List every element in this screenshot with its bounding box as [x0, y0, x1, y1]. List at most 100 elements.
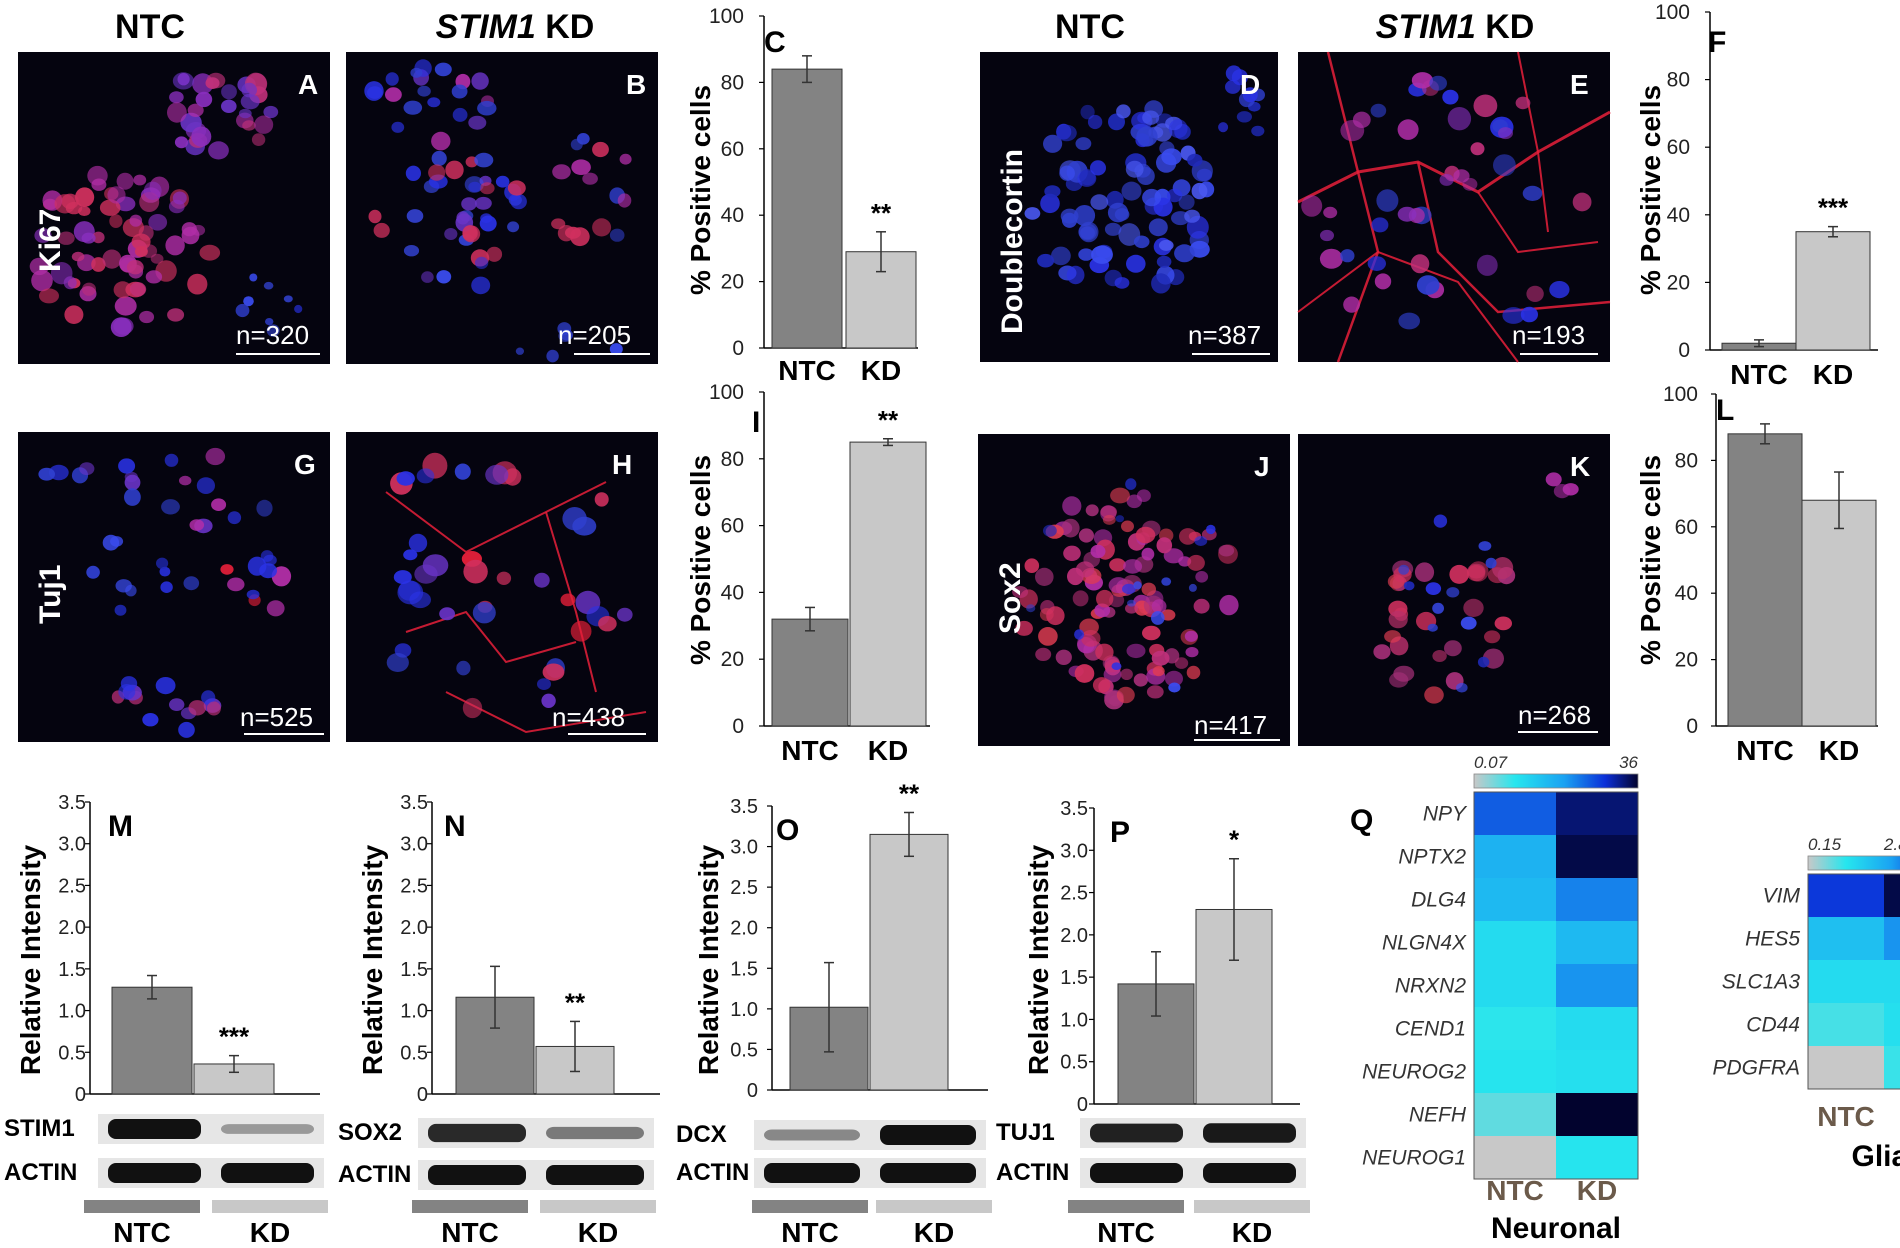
cell: [461, 197, 477, 211]
y-tick-label: 60: [1675, 516, 1698, 539]
cell: [504, 468, 522, 486]
cell: [1473, 94, 1498, 118]
cell: [1370, 103, 1387, 118]
cell: [472, 602, 496, 624]
y-tick-label: 1.5: [58, 959, 86, 981]
x-tick-label: KD: [1813, 359, 1853, 390]
cell: [546, 349, 559, 363]
cell: [1460, 616, 1477, 630]
heatmap-row-label: DLG4: [1411, 889, 1466, 912]
neurite: [545, 511, 597, 693]
cell: [1125, 160, 1144, 178]
cell: [168, 199, 185, 214]
bar-chart-l: 0 20 40 60 80 100 NTC KD L % Positive cells: [1635, 383, 1878, 766]
cell: [1136, 126, 1158, 147]
cell: [165, 235, 185, 256]
cell: [1218, 544, 1235, 557]
cell: [445, 160, 464, 180]
header-kd-right-rest: KD: [1476, 8, 1535, 46]
heatmap-frame: [1473, 791, 1639, 1180]
heatmap-row-label: CD44: [1746, 1014, 1800, 1037]
cell: [92, 231, 105, 244]
cell-cluster: [29, 72, 303, 337]
heatmap-cell: [1884, 874, 1900, 917]
cell: [436, 270, 452, 284]
x-tick-label: KD: [1819, 735, 1859, 766]
western-blot-m: STIM1 ACTIN NTC KD: [4, 1114, 328, 1248]
cell: [1114, 277, 1130, 289]
cell: [155, 677, 176, 695]
cell: [572, 516, 597, 536]
heatmap-frame: [1807, 873, 1900, 1090]
cell: [1090, 160, 1106, 176]
heatmap-row-label: CEND1: [1395, 1018, 1466, 1041]
cell: [1063, 545, 1081, 561]
heatmap-group-label: Neuronal: [1491, 1212, 1621, 1245]
marker-label: Tuj1: [34, 565, 67, 624]
heatmap-column-label: NTC: [1486, 1175, 1544, 1206]
cell: [227, 577, 245, 592]
scale-min-label: 0.15: [1808, 835, 1842, 854]
cell: [454, 463, 471, 480]
cell: [114, 296, 137, 316]
cell: [619, 153, 632, 165]
cell: [398, 580, 421, 601]
cell: [468, 115, 487, 130]
cell: [1035, 647, 1052, 661]
cell: [1168, 119, 1188, 139]
cell: [391, 121, 405, 133]
y-tick-label: 100: [1663, 383, 1698, 406]
panel-letter: O: [776, 814, 799, 847]
cell: [1186, 665, 1201, 680]
y-tick-label: 1.5: [730, 958, 758, 980]
cell: [1146, 685, 1164, 699]
cell: [1024, 558, 1040, 573]
cell: [199, 244, 221, 261]
y-tick-label: 80: [721, 448, 744, 471]
cell: [385, 72, 399, 86]
cell: [235, 303, 250, 318]
cell: [1477, 656, 1490, 668]
cell: [368, 209, 382, 224]
cell: [1416, 275, 1440, 295]
cell: [571, 159, 591, 175]
micrograph-e: E n=193: [1297, 51, 1611, 363]
cell: [1485, 557, 1497, 569]
cell: [1444, 640, 1462, 657]
y-tick-label: 0.5: [58, 1042, 86, 1064]
lane-bar-ntc: [1068, 1200, 1184, 1213]
cell: [1056, 124, 1077, 142]
cell: [99, 199, 121, 216]
panel-letter: J: [1254, 451, 1270, 482]
y-tick-label: 2.5: [730, 877, 758, 899]
cell: [1484, 630, 1501, 644]
cell: [1109, 558, 1126, 572]
cell: [1156, 537, 1173, 554]
y-tick-label: 2.0: [730, 918, 758, 940]
heatmap-cell: [1808, 874, 1884, 917]
bar-kd: [849, 441, 927, 727]
cell: [1397, 206, 1417, 222]
cell: [113, 281, 132, 299]
lane-bar-kd: [876, 1200, 992, 1213]
y-tick-label: 60: [721, 138, 744, 161]
header-kd-left: STIM1 KD: [436, 8, 595, 46]
cell: [406, 209, 424, 223]
cell: [196, 477, 215, 494]
cell: [594, 492, 609, 507]
cell: [1104, 222, 1122, 236]
cell: [1553, 484, 1571, 499]
micrograph-a: A Ki67 n=320: [18, 52, 330, 364]
heatmap-row-label: NEUROG1: [1362, 1147, 1466, 1170]
x-tick-label: NTC: [1736, 735, 1794, 766]
y-tick-label: 0: [1686, 715, 1698, 738]
panel-letter: H: [612, 449, 632, 480]
panel-letter: E: [1570, 69, 1589, 100]
cell: [1096, 589, 1114, 608]
cell: [161, 499, 180, 515]
cell: [1075, 137, 1092, 151]
cell: [1478, 541, 1492, 551]
cell: [1206, 524, 1216, 535]
heatmap-row-label: SLC1A3: [1722, 971, 1801, 994]
